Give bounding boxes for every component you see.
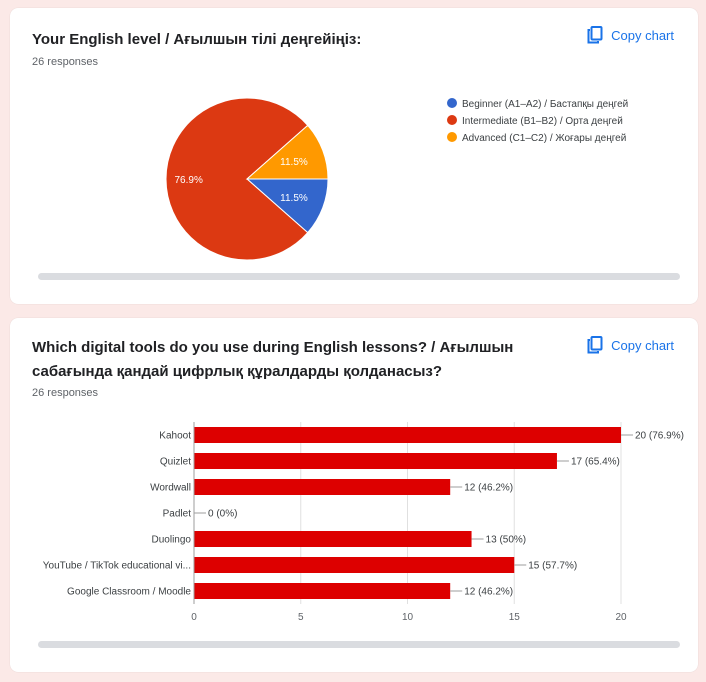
bar-chart: 0 5 10 15 20 Kahoot 20 (76.9%) Quizlet 17 (65.4%…	[43, 422, 684, 623]
slice-value-label: 76.9%	[175, 175, 203, 186]
response-count: 26 responses	[32, 56, 99, 68]
category-label: Quizlet	[160, 457, 191, 468]
x-tick-label: 5	[298, 612, 304, 623]
pie-chart: 11.5% 76.9% 11.5% Beginner (A1–A2) / Бастап…	[165, 97, 628, 261]
category-label: Wordwall	[150, 483, 191, 494]
data-label: 15 (57.7%)	[528, 561, 577, 572]
copy-icon	[587, 26, 603, 44]
bar	[194, 479, 451, 495]
legend-label: Beginner (A1–A2) / Бастапқы деңгей	[462, 99, 628, 110]
pie-slice	[165, 97, 309, 261]
response-count: 26 responses	[32, 387, 99, 399]
bar	[194, 557, 515, 573]
bar	[194, 583, 451, 599]
legend-swatch	[447, 98, 457, 108]
copy-chart-button[interactable]: Copy chart	[587, 26, 674, 44]
category-label: Google Classroom / Moodle	[67, 587, 191, 598]
x-tick-label: 10	[402, 612, 414, 623]
copy-chart-label: Copy chart	[611, 337, 674, 353]
copy-chart-button[interactable]: Copy chart	[587, 336, 674, 354]
horizontal-scrollbar[interactable]	[38, 273, 680, 280]
slice-value-label: 11.5%	[280, 193, 308, 204]
bar	[194, 453, 557, 469]
data-label: 20 (76.9%)	[635, 431, 684, 442]
x-tick-label: 20	[615, 612, 627, 623]
data-label: 12 (46.2%)	[464, 587, 513, 598]
category-label: Padlet	[163, 509, 192, 520]
pie-chart-card: Your English level / Ағылшын тілі деңгей…	[10, 8, 698, 304]
question-title: Which digital tools do you use during En…	[32, 339, 514, 380]
horizontal-scrollbar[interactable]	[38, 641, 680, 648]
legend-swatch	[447, 115, 457, 125]
category-label: YouTube / TikTok educational vi...	[43, 561, 191, 572]
pie-slice	[245, 124, 329, 180]
bar	[194, 531, 472, 547]
data-label: 12 (46.2%)	[464, 483, 513, 494]
data-label: 13 (50%)	[486, 535, 527, 546]
data-label: 17 (65.4%)	[571, 457, 620, 468]
question-title: Your English level / Ағылшын тілі деңгей…	[32, 31, 362, 48]
legend-label: Intermediate (B1–B2) / Орта деңгей	[462, 116, 623, 127]
category-label: Kahoot	[159, 431, 191, 442]
legend-swatch	[447, 132, 457, 142]
data-label: 0 (0%)	[208, 509, 237, 520]
copy-icon	[587, 336, 603, 354]
bar-chart-card: Which digital tools do you use during En…	[10, 318, 698, 672]
x-tick-label: 0	[191, 612, 197, 623]
category-label: Duolingo	[152, 535, 192, 546]
x-tick-label: 15	[509, 612, 521, 623]
slice-value-label: 11.5%	[280, 157, 308, 168]
legend-label: Advanced (C1–C2) / Жоғары деңгей	[462, 133, 626, 144]
bar	[194, 427, 621, 443]
copy-chart-label: Copy chart	[611, 27, 674, 43]
